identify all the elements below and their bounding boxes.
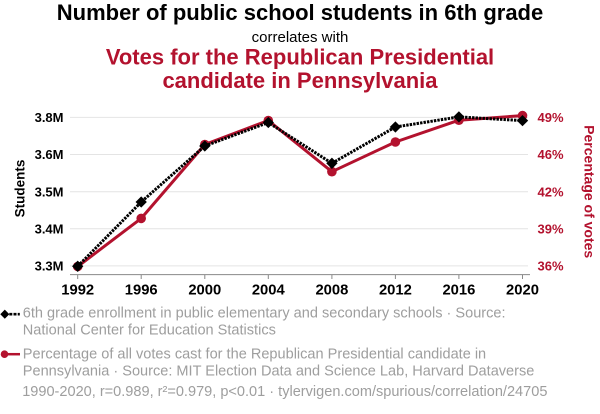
svg-text:1996: 1996 <box>125 282 158 298</box>
svg-text:49%: 49% <box>538 110 564 125</box>
svg-text:3.4M: 3.4M <box>35 222 64 237</box>
svg-text:39%: 39% <box>538 222 564 237</box>
svg-text:2016: 2016 <box>442 282 475 298</box>
svg-text:3.3M: 3.3M <box>35 259 64 274</box>
svg-text:candidate in Pennsylvania: candidate in Pennsylvania <box>162 68 438 93</box>
svg-text:Number of public school studen: Number of public school students in 6th … <box>57 0 543 25</box>
svg-text:1992: 1992 <box>61 282 94 298</box>
svg-text:Votes for the Republican Presi: Votes for the Republican Presidential <box>106 45 494 70</box>
svg-text:2000: 2000 <box>188 282 221 298</box>
svg-text:Percentage of votes: Percentage of votes <box>582 125 598 258</box>
svg-text:46%: 46% <box>538 147 564 162</box>
svg-text:3.6M: 3.6M <box>35 147 64 162</box>
svg-text:correlates with: correlates with <box>252 29 349 46</box>
svg-text:6th grade enrollment in public: 6th grade enrollment in public elementar… <box>23 306 506 322</box>
svg-text:36%: 36% <box>538 259 564 274</box>
svg-text:2012: 2012 <box>379 282 412 298</box>
svg-text:Percentage of all votes cast f: Percentage of all votes cast for the Rep… <box>23 347 486 363</box>
svg-text:National Center for Education: National Center for Education Statistics <box>23 323 276 339</box>
svg-text:Students: Students <box>12 160 27 218</box>
svg-text:3.5M: 3.5M <box>35 184 64 199</box>
svg-text:2004: 2004 <box>252 282 286 298</box>
svg-text:Pennsylvania · Source: MIT Ele: Pennsylvania · Source: MIT Election Data… <box>23 363 535 379</box>
svg-text:1990-2020, r=0.989, r²=0.979,: 1990-2020, r=0.989, r²=0.979, p<0.01 · t… <box>22 384 547 400</box>
svg-text:2020: 2020 <box>506 282 539 298</box>
svg-text:42%: 42% <box>538 184 564 199</box>
svg-text:3.8M: 3.8M <box>35 110 64 125</box>
svg-text:2008: 2008 <box>315 282 348 298</box>
